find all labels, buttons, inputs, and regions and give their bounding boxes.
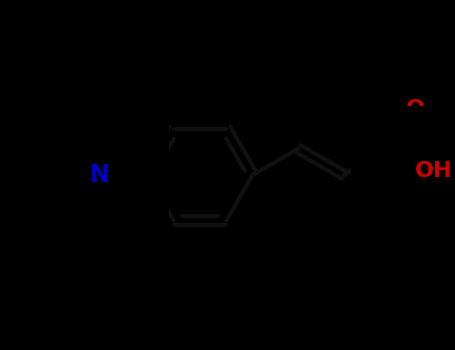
Text: OH: OH: [415, 161, 452, 181]
Text: N: N: [90, 163, 110, 187]
Text: O: O: [406, 99, 425, 119]
